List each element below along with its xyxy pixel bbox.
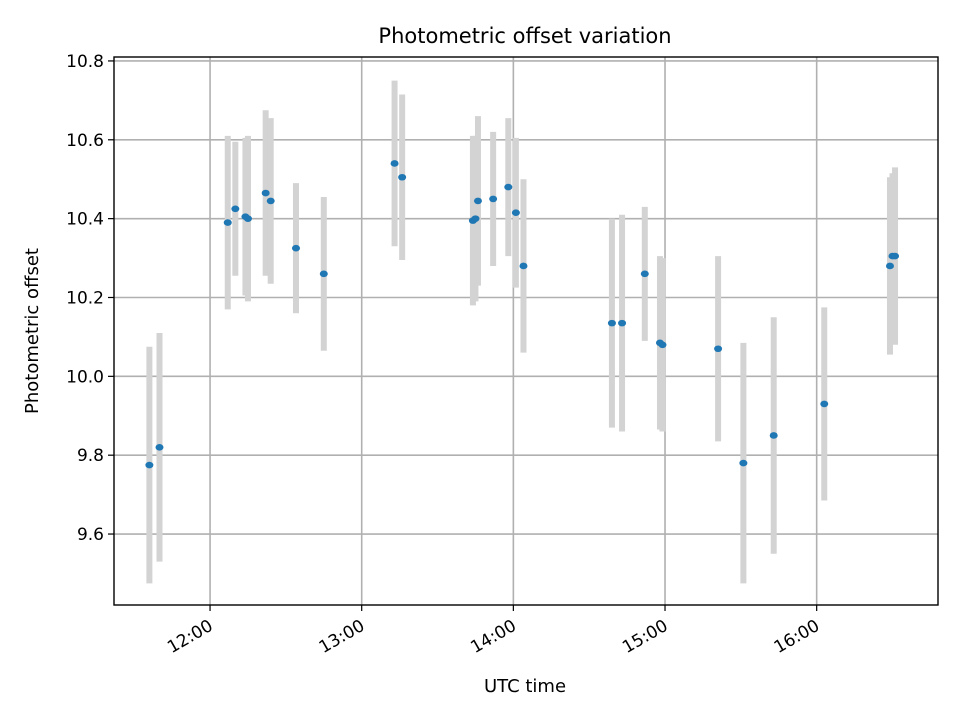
data-point: [891, 252, 900, 260]
y-tick-label: 9.6: [77, 525, 104, 545]
y-tick-label: 10.8: [66, 52, 104, 72]
x-tick-label: 12:00: [164, 616, 216, 658]
data-point: [471, 215, 480, 222]
data-point: [145, 461, 154, 469]
data-point: [511, 209, 520, 217]
data-point: [473, 197, 482, 205]
data-point: [243, 215, 252, 222]
data-point: [266, 197, 275, 205]
x-tick-label: 16:00: [771, 616, 823, 658]
x-tick-label: 14:00: [467, 616, 519, 658]
data-point: [739, 459, 748, 467]
error-bars: [146, 80, 899, 584]
x-tick-label: 13:00: [316, 616, 368, 658]
y-tick-label: 10.4: [66, 210, 104, 230]
data-point: [390, 160, 399, 167]
data-point: [607, 319, 616, 327]
data-point: [885, 262, 894, 270]
data-point: [504, 183, 513, 191]
plot-frame: [113, 56, 939, 606]
data-point: [658, 341, 667, 349]
data-point: [769, 432, 778, 439]
y-tick-label: 9.8: [77, 446, 104, 466]
data-point: [714, 345, 723, 353]
data-point: [820, 400, 829, 408]
data-point: [231, 205, 240, 213]
data-point: [291, 244, 300, 252]
data-point: [519, 262, 528, 270]
y-axis-ticks: 9.6 9.8 10.0 10.2 10.4 10.6 10.8: [66, 52, 114, 545]
x-axis-ticks: 12:00 13:00 14:00 15:00 16:00: [164, 605, 823, 658]
data-point: [618, 319, 627, 327]
chart-title: Photometric offset variation: [378, 24, 671, 48]
data-point: [640, 270, 649, 278]
x-axis-label: UTC time: [484, 676, 566, 697]
data-point: [398, 173, 407, 181]
x-tick-label: 15:00: [619, 616, 671, 658]
data-point: [261, 189, 270, 197]
data-point: [155, 444, 164, 451]
y-axis-label: Photometric offset: [22, 248, 43, 414]
y-tick-label: 10.2: [66, 288, 104, 308]
data-point: [489, 195, 498, 203]
y-tick-label: 10.6: [66, 131, 104, 151]
data-point: [319, 270, 328, 278]
data-points: [145, 160, 900, 469]
data-point: [223, 219, 232, 226]
y-tick-label: 10.0: [66, 367, 104, 387]
